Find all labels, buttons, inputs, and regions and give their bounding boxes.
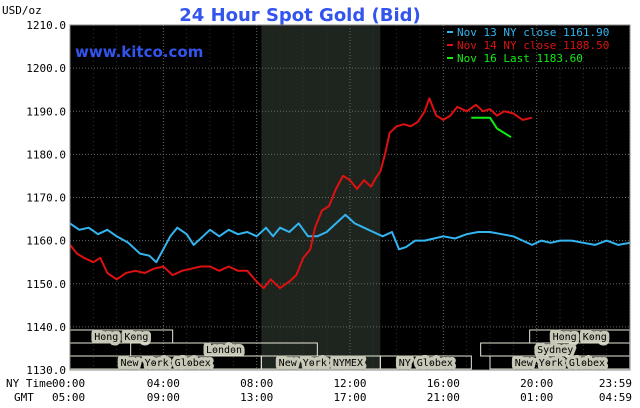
x-tick-ny: 08:00: [240, 377, 273, 390]
market-session-label: New York Globex: [121, 358, 211, 369]
series-lines: [69, 97, 630, 290]
market-session-label: NY Globex: [399, 358, 453, 369]
x-tick-gmt: 04:59: [599, 391, 632, 404]
y-tick-label: 1190.0: [26, 105, 66, 118]
y-tick-label: 1140.0: [26, 321, 66, 334]
legend-entry: Nov 16 Last 1183.60: [457, 52, 583, 65]
market-session-label: London: [206, 345, 242, 356]
legend-entry: Nov 14 NY close 1188.50: [457, 39, 609, 52]
series-line: [69, 213, 630, 264]
series-line: [69, 97, 533, 290]
x-tick-ny: 04:00: [147, 377, 180, 390]
y-tick-label: 1160.0: [26, 235, 66, 248]
y-tick-label: 1150.0: [26, 278, 66, 291]
legend-entry: Nov 13 NY close 1161.90: [457, 26, 609, 39]
x-tick-ny: 00:00: [52, 377, 85, 390]
x-tick-gmt: 09:00: [147, 391, 180, 404]
market-session-box: [379, 355, 472, 370]
market-session-label: New York Globex: [515, 358, 605, 369]
y-tick-label: 1200.0: [26, 62, 66, 75]
market-session-label: Hong Kong: [94, 332, 148, 343]
x-axis-gmt-label: GMT: [14, 391, 34, 404]
y-tick-label: 1130.0: [26, 364, 66, 377]
chart-title: 24 Hour Spot Gold (Bid): [179, 5, 420, 26]
x-tick-ny: 12:00: [333, 377, 366, 390]
y-tick-label: 1210.0: [26, 19, 66, 32]
y-tick-label: 1170.0: [26, 192, 66, 205]
x-axis-ny-label: NY Time: [6, 377, 52, 390]
market-session-label: Hong Kong: [553, 332, 607, 343]
series-line: [471, 116, 512, 138]
market-session-label: New York NYMEX: [279, 358, 363, 369]
x-tick-gmt: 17:00: [333, 391, 366, 404]
y-axis: 1130.0 1140.0 1150.0 1160.0 1170.0 1180.0 1190…: [26, 19, 66, 377]
chart-date: November 16, 2014 18:42: [453, 12, 605, 25]
site-watermark: www.kitco.com: [75, 43, 203, 61]
x-tick-ny: 23:59: [599, 377, 632, 390]
nymex-session-band: [261, 25, 381, 370]
x-tick-gmt: 01:00: [520, 391, 553, 404]
market-sessions: Hong Kong Hong Kong London Sydney New York G…: [69, 329, 631, 373]
y-axis-unit: USD/oz: [2, 4, 42, 17]
x-tick-gmt: 05:00: [52, 391, 85, 404]
market-session-label: Sydney: [537, 345, 573, 356]
y-tick-label: 1180.0: [26, 148, 66, 161]
x-tick-gmt: 13:00: [240, 391, 273, 404]
x-tick-ny: 20:00: [520, 377, 553, 390]
plot-frame: [69, 24, 631, 371]
x-tick-ny: 16:00: [427, 377, 460, 390]
x-tick-gmt: 21:00: [427, 391, 460, 404]
